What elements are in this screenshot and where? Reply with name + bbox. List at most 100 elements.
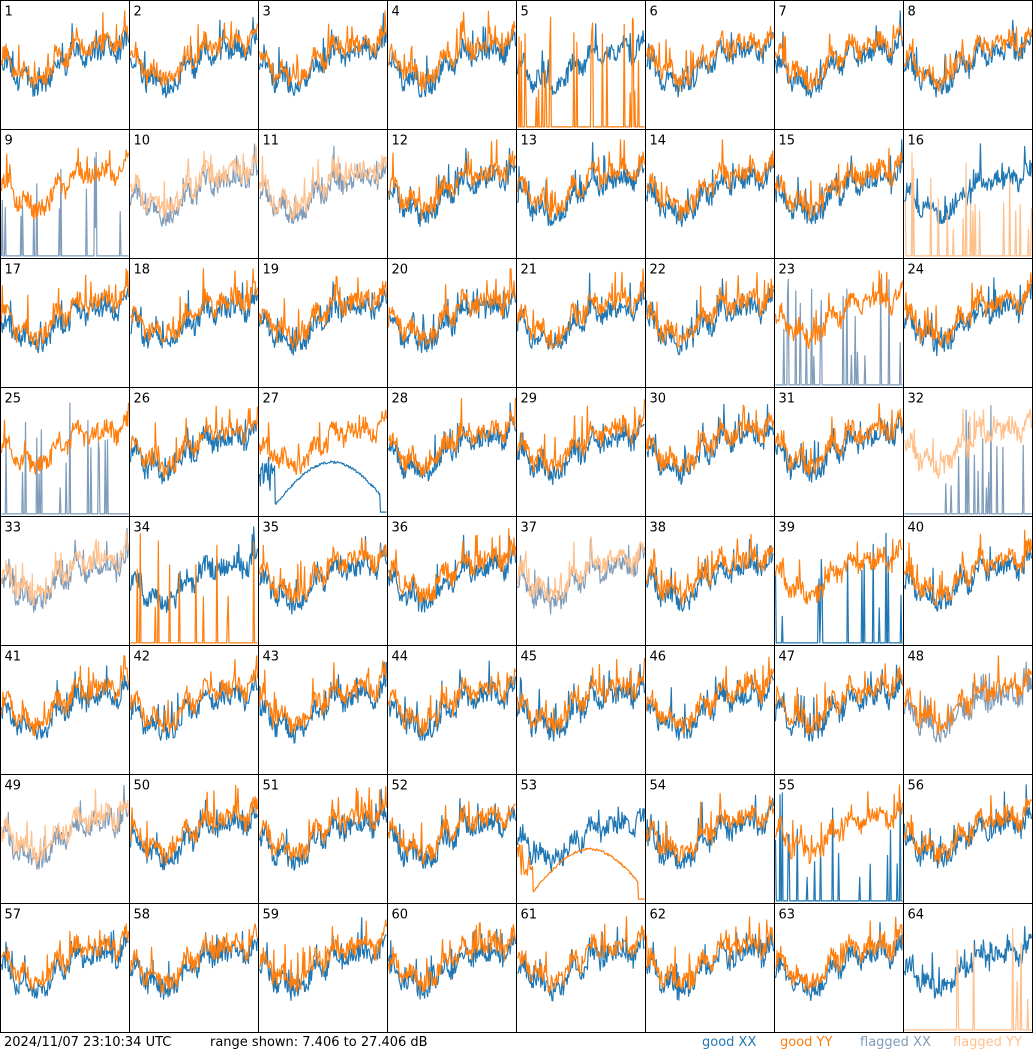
panel-36: 36 — [387, 516, 517, 646]
series-xx-24 — [903, 277, 1033, 357]
panel-51: 51 — [258, 774, 388, 904]
series-yy-58 — [129, 923, 259, 995]
panel-label: 1 — [5, 5, 13, 20]
panel-label: 24 — [908, 263, 925, 278]
series-xx-34 — [129, 526, 259, 614]
panel-label: 2 — [134, 5, 142, 20]
series-yy-22 — [646, 272, 775, 348]
series-xx-25 — [1, 402, 129, 515]
panel-label: 60 — [392, 908, 409, 923]
series-xx-43 — [258, 661, 388, 744]
panel-label: 7 — [779, 5, 787, 20]
series-yy-32 — [903, 408, 1033, 479]
panel-63: 63 — [774, 903, 904, 1033]
panel-27: 27 — [258, 387, 388, 517]
series-yy-50 — [129, 784, 259, 865]
series-xx-49 — [1, 784, 130, 870]
panel-13: 13 — [516, 129, 646, 259]
panel-21: 21 — [516, 258, 646, 388]
panel-label: 56 — [908, 779, 925, 794]
panel-label: 15 — [779, 134, 796, 149]
panel-7: 7 — [774, 0, 904, 130]
panel-45: 45 — [516, 645, 646, 775]
panel-label: 46 — [650, 650, 667, 665]
series-yy-15 — [774, 147, 904, 221]
panel-42: 42 — [129, 645, 259, 775]
panel-60: 60 — [387, 903, 517, 1033]
series-yy-33 — [0, 530, 130, 607]
panel-label: 10 — [134, 134, 151, 149]
panel-label: 53 — [521, 779, 538, 794]
panel-52: 52 — [387, 774, 517, 904]
panel-frame — [516, 516, 646, 646]
panel-label: 48 — [908, 650, 925, 665]
panel-label: 36 — [392, 521, 409, 536]
panel-label: 55 — [779, 779, 796, 794]
panel-frame — [0, 387, 130, 517]
series-yy-47 — [774, 663, 904, 736]
series-xx-12 — [387, 147, 517, 227]
panel-label: 16 — [908, 134, 925, 149]
panel-62: 62 — [645, 903, 775, 1033]
panel-39: 39 — [774, 516, 904, 646]
panel-29: 29 — [516, 387, 646, 517]
panel-label: 14 — [650, 134, 667, 149]
legend-flagged-yy: flagged YY — [953, 1035, 1022, 1050]
panel-5: 5 — [516, 0, 646, 130]
panel-label: 29 — [521, 392, 538, 407]
panel-label: 51 — [263, 779, 280, 794]
series-yy-46 — [645, 656, 775, 734]
series-yy-26 — [130, 405, 259, 479]
panel-26: 26 — [129, 387, 259, 517]
panel-label: 58 — [134, 908, 151, 923]
series-yy-52 — [387, 801, 516, 866]
panel-34: 34 — [129, 516, 259, 646]
panel-label: 6 — [650, 5, 658, 20]
panel-label: 31 — [779, 392, 796, 407]
series-yy-16 — [904, 152, 1033, 257]
panel-label: 50 — [134, 779, 151, 794]
panel-label: 20 — [392, 263, 409, 278]
series-yy-7 — [774, 24, 903, 92]
series-xx-61 — [517, 926, 645, 1002]
series-xx-9 — [0, 151, 129, 257]
panel-label: 23 — [779, 263, 796, 278]
panel-frame — [516, 387, 646, 517]
series-xx-14 — [645, 158, 775, 227]
panel-label: 17 — [5, 263, 22, 278]
legend-good-xx: good XX — [702, 1035, 757, 1050]
series-yy-55 — [774, 784, 904, 865]
series-yy-9 — [0, 147, 130, 221]
panel-4: 4 — [387, 0, 517, 130]
panel-label: 47 — [779, 650, 796, 665]
panel-label: 4 — [392, 5, 400, 20]
panel-17: 17 — [0, 258, 130, 388]
panel-frame — [258, 258, 388, 388]
series-yy-12 — [387, 139, 517, 221]
series-yy-14 — [645, 139, 775, 221]
panel-55: 55 — [774, 774, 904, 904]
series-xx-64 — [903, 925, 1033, 999]
series-xx-27 — [258, 456, 387, 513]
legend-good-yy: good YY — [780, 1035, 833, 1050]
panel-37: 37 — [516, 516, 646, 646]
panel-54: 54 — [645, 774, 775, 904]
panel-2: 2 — [129, 0, 259, 130]
series-yy-35 — [258, 537, 388, 604]
series-yy-34 — [130, 532, 258, 644]
series-yy-44 — [387, 668, 517, 737]
timestamp: 2024/11/07 23:10:34 UTC — [4, 1035, 172, 1050]
series-yy-59 — [258, 919, 388, 992]
panel-frame — [129, 516, 259, 646]
series-yy-63 — [775, 916, 904, 992]
series-xx-41 — [0, 665, 130, 740]
series-yy-51 — [258, 785, 388, 862]
panel-23: 23 — [774, 258, 904, 388]
panel-label: 28 — [392, 392, 409, 407]
panel-label: 45 — [521, 650, 538, 665]
panel-frame — [774, 516, 904, 646]
panel-22: 22 — [645, 258, 775, 388]
range-text: range shown: 7.406 to 27.406 dB — [210, 1035, 428, 1050]
series-yy-62 — [645, 916, 775, 990]
series-yy-60 — [387, 922, 517, 993]
